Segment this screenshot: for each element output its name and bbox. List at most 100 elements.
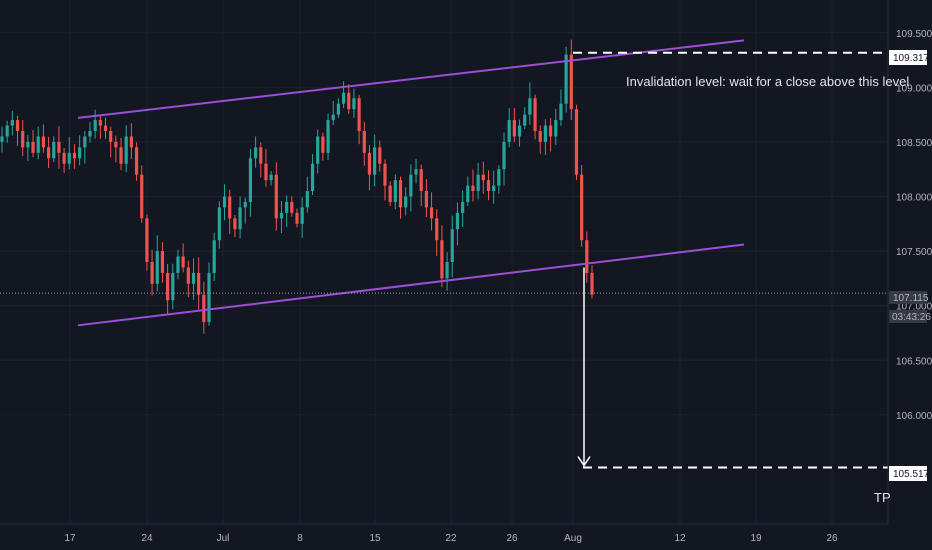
candle-body (388, 185, 392, 202)
time-tick-label: 12 (674, 533, 686, 544)
candle-body (98, 120, 102, 126)
candle-body (15, 120, 20, 131)
candle-body (114, 141, 118, 148)
candle-body (347, 92, 351, 110)
candle-body (497, 169, 501, 186)
candle-body (191, 272, 196, 284)
candle-body (512, 120, 516, 137)
invalidation-annotation: Invalidation level: wait for a close abo… (626, 74, 909, 89)
candle-body (414, 169, 418, 175)
candle-body (523, 114, 527, 126)
candle-body (129, 136, 133, 148)
time-axis[interactable]: 17 24 Jul 8 15 22 26 Aug 12 19 26 (64, 533, 838, 544)
candle-body (67, 152, 71, 164)
candle-body (46, 147, 51, 159)
candle-body (429, 207, 434, 219)
candle-body (140, 174, 144, 219)
candle-body (357, 98, 361, 131)
candle-body (559, 103, 563, 121)
price-tick-label: 109.000 (896, 83, 932, 94)
candle-body (564, 54, 568, 104)
candle-body (290, 201, 294, 213)
candle-body (31, 141, 35, 153)
candle-body (481, 174, 485, 181)
candle-body (321, 136, 325, 153)
invalidation-price-text: 109.317 (893, 53, 930, 64)
candle-body (222, 196, 227, 208)
candle-body (305, 191, 309, 208)
candle-body (0, 136, 4, 142)
tp-annotation: TP (874, 490, 891, 505)
candle-body (202, 294, 206, 323)
time-tick-label: Aug (564, 533, 582, 544)
candle-body (295, 212, 299, 224)
candle-body (398, 180, 403, 208)
candle-body (362, 131, 366, 153)
candle-body (383, 163, 387, 186)
candle-body (72, 152, 77, 159)
candle-body (10, 120, 14, 126)
candle-body (171, 272, 175, 301)
price-axis[interactable]: 109.500 109.000 108.500 108.000 107.500 107.0… (896, 29, 932, 422)
candle-body (300, 207, 304, 224)
candle-body (507, 120, 511, 142)
candle-body (274, 174, 278, 219)
candle-body (62, 152, 66, 164)
time-tick-label: 17 (64, 533, 76, 544)
candle-body (145, 218, 149, 262)
candle-body (279, 212, 284, 219)
candle-body (36, 136, 40, 153)
time-tick-label: 15 (369, 533, 381, 544)
candle-body (455, 212, 460, 230)
candle-body (326, 120, 330, 153)
channel-lower-line[interactable] (77, 243, 745, 327)
tp-price-label: 105.517 (889, 466, 930, 481)
candle-body (207, 272, 211, 323)
overlays-group (0, 39, 888, 469)
candle-body (264, 163, 268, 181)
candle-body (103, 125, 108, 131)
candle-body (492, 185, 496, 192)
candle-body (41, 136, 46, 148)
candle-body (217, 207, 221, 241)
candle-body (124, 136, 128, 164)
candle-body (228, 196, 232, 219)
candle-body (404, 196, 408, 208)
invalidation-price-label: 109.317 (889, 50, 930, 65)
candle-body (331, 114, 335, 121)
candle-body (393, 180, 397, 202)
candle-body (461, 201, 465, 213)
candle-body (253, 147, 258, 159)
candle-body (548, 125, 553, 137)
candle-body (585, 240, 589, 273)
candle-body (440, 240, 444, 279)
candle-body (424, 191, 428, 208)
candle-body (134, 147, 139, 175)
candle-body (197, 272, 201, 295)
candle-body (186, 267, 190, 284)
price-tick-label: 108.000 (896, 193, 932, 204)
candle-body (367, 152, 372, 175)
candle-body (378, 147, 382, 164)
candle-body (243, 201, 247, 208)
candle-body (26, 141, 30, 148)
time-tick-label: 26 (506, 533, 518, 544)
candle-body (233, 218, 237, 230)
countdown-timer-text: 03:43:26 (892, 312, 931, 323)
candle-body (78, 147, 82, 159)
candle-body (212, 240, 216, 273)
candle-body (341, 92, 346, 104)
candle-body (352, 98, 356, 110)
time-tick-label: Jul (217, 533, 230, 544)
candle-body (538, 131, 542, 142)
candle-body (176, 256, 180, 273)
candle-body (528, 98, 532, 115)
candle-body (574, 109, 579, 175)
candle-body (316, 136, 320, 164)
candle-body (409, 174, 413, 197)
candle-body (57, 141, 61, 153)
candle-body (269, 174, 273, 181)
time-tick-label: 26 (826, 533, 838, 544)
candle-body (248, 158, 253, 202)
